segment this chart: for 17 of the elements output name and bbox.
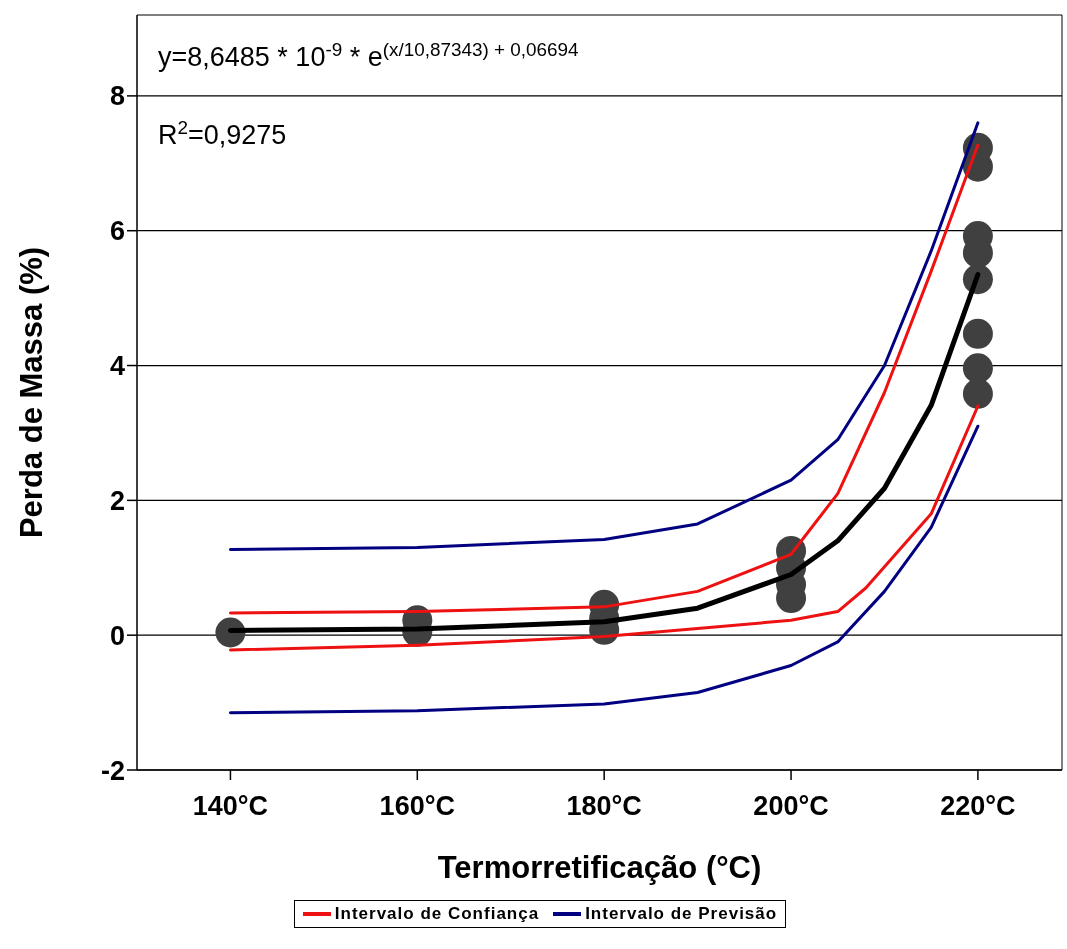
legend-label: Intervalo de Confiança: [334, 904, 540, 924]
y-tick-label: 4: [109, 351, 125, 382]
x-tick-label: 180°C: [566, 791, 642, 822]
x-tick-label: 140°C: [192, 791, 269, 822]
annotation: y=8,6485 * 10$^{-9}$ * e$^{(x/10,87343) + 0,06694}$: [158, 38, 579, 72]
y-tick-label: 0: [109, 620, 125, 651]
x-tick-label: 160°C: [379, 791, 455, 822]
x-tick-label: 220°C: [940, 791, 1016, 822]
legend-label: Intervalo de Previsão: [585, 904, 778, 924]
x-tick-label: 200°C: [753, 791, 829, 822]
y-tick-label: 2: [109, 485, 125, 516]
annotation: R$^{2}$=0,9275: [158, 116, 287, 150]
x-axis-title: Termorretificação (°C): [437, 850, 762, 885]
y-tick-label: 8: [109, 81, 125, 112]
y-axis-title: Perda de Massa (%): [14, 246, 50, 539]
y-tick-label: 6: [109, 216, 125, 247]
y-tick-label: -2: [100, 755, 125, 786]
